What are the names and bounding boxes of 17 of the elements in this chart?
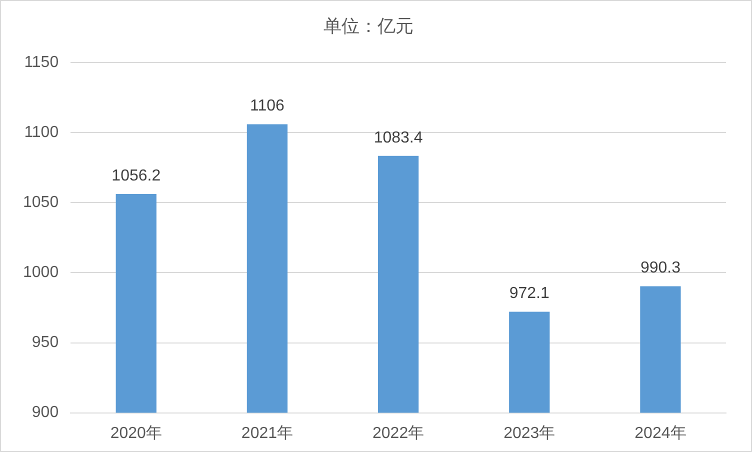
x-tick-label: 2023年 xyxy=(504,424,556,442)
data-label: 1056.2 xyxy=(112,167,161,184)
y-tick-label: 1100 xyxy=(24,124,59,142)
x-tick-label: 2021年 xyxy=(241,424,294,442)
data-label: 972.1 xyxy=(509,285,550,302)
y-tick-label: 950 xyxy=(32,334,59,352)
y-tick-label: 900 xyxy=(32,404,59,422)
data-label: 1083.4 xyxy=(374,129,423,146)
x-tick-label: 2024年 xyxy=(634,424,686,442)
y-tick-label: 1050 xyxy=(23,194,59,212)
data-label: 1106 xyxy=(250,98,285,115)
y-tick-label: 1000 xyxy=(23,264,59,282)
chart-title: 单位：亿元 xyxy=(324,16,414,36)
x-tick-label: 2022年 xyxy=(372,424,424,442)
x-tick-label: 2020年 xyxy=(110,424,162,442)
data-label: 990.3 xyxy=(640,260,681,277)
y-tick-label: 1150 xyxy=(24,54,59,72)
